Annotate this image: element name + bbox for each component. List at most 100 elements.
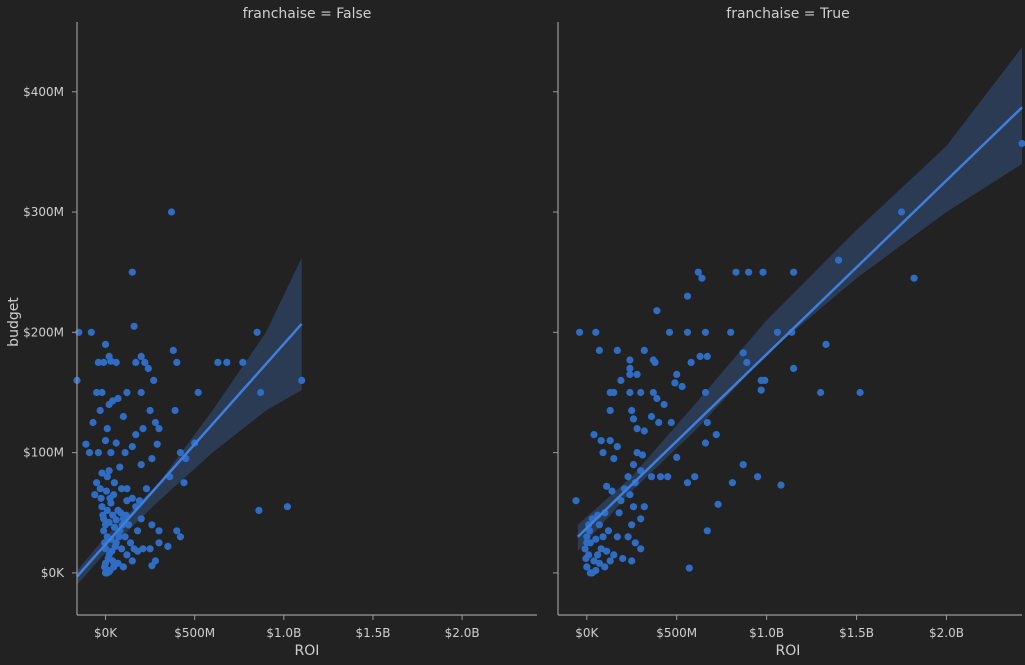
data-point xyxy=(703,352,711,360)
data-point xyxy=(105,467,113,475)
data-point xyxy=(856,388,864,397)
data-point xyxy=(637,467,645,475)
data-point xyxy=(606,557,614,565)
data-point xyxy=(626,364,634,372)
data-point xyxy=(583,533,591,541)
regression-line xyxy=(576,106,1023,538)
data-point xyxy=(897,208,906,216)
data-point xyxy=(144,364,152,372)
data-point xyxy=(126,539,135,547)
data-point xyxy=(155,539,163,547)
data-point xyxy=(671,379,679,387)
scatter-points xyxy=(73,208,306,577)
data-point xyxy=(696,352,704,360)
data-point xyxy=(595,346,604,354)
data-point xyxy=(655,418,663,427)
data-point xyxy=(110,491,118,499)
data-point xyxy=(606,406,614,415)
data-point xyxy=(176,533,184,541)
data-point xyxy=(743,358,751,366)
panel-title: franchaise = False xyxy=(243,6,372,22)
data-point xyxy=(619,554,627,563)
data-point xyxy=(628,406,636,415)
data-point xyxy=(626,388,634,397)
data-point xyxy=(116,463,124,471)
data-point xyxy=(223,358,231,366)
data-point xyxy=(167,208,176,216)
data-point xyxy=(638,451,647,459)
ci-band-area xyxy=(577,47,1022,552)
data-point xyxy=(117,509,125,517)
y-axis-title: budget xyxy=(6,297,22,347)
data-point xyxy=(685,564,693,572)
x-tick-label: $1.5B xyxy=(355,626,390,640)
data-point xyxy=(169,346,177,354)
data-point xyxy=(119,563,127,571)
data-point xyxy=(155,527,163,535)
data-point xyxy=(683,328,692,336)
data-point xyxy=(594,551,602,559)
data-point xyxy=(604,527,613,535)
data-point xyxy=(105,568,113,576)
data-point xyxy=(610,388,618,397)
data-point xyxy=(647,473,656,481)
data-point xyxy=(592,328,600,336)
data-point xyxy=(283,503,291,511)
data-point xyxy=(745,268,753,276)
data-point xyxy=(97,494,105,502)
data-point xyxy=(99,511,107,519)
data-point xyxy=(148,521,156,529)
data-point xyxy=(583,539,591,547)
data-point xyxy=(87,328,95,336)
data-point xyxy=(125,521,133,529)
data-point xyxy=(100,358,108,366)
data-point xyxy=(601,563,609,571)
data-point xyxy=(633,449,641,457)
data-point xyxy=(114,394,122,403)
data-point xyxy=(137,461,145,469)
data-point xyxy=(134,547,142,555)
data-point xyxy=(698,274,706,282)
data-point xyxy=(640,427,648,435)
data-point xyxy=(665,328,674,336)
data-point xyxy=(582,554,590,563)
x-tick-label: $0K xyxy=(94,626,118,640)
data-point xyxy=(595,521,604,529)
data-point xyxy=(101,521,110,529)
data-point xyxy=(101,340,110,348)
data-point xyxy=(132,358,140,366)
data-point xyxy=(603,547,611,555)
y-axis: $0K $100M $200M $300M $400M xyxy=(23,22,78,615)
data-point xyxy=(103,473,111,481)
panel-franchaise-true: franchaise = True $0K $500M $1.0B $1.5B $2.0… xyxy=(553,6,1025,659)
data-point xyxy=(173,358,181,366)
data-point xyxy=(82,440,90,448)
data-point xyxy=(139,425,147,433)
data-point xyxy=(101,437,110,445)
data-point xyxy=(790,268,798,276)
data-point xyxy=(173,527,181,535)
data-point xyxy=(123,551,131,559)
data-point xyxy=(93,388,101,397)
data-point xyxy=(107,449,115,457)
data-point xyxy=(835,256,843,264)
data-point xyxy=(624,533,632,541)
data-point xyxy=(590,431,598,439)
data-point xyxy=(599,449,607,457)
data-point xyxy=(754,473,762,481)
data-point xyxy=(714,500,722,508)
data-point xyxy=(134,527,142,535)
data-point xyxy=(637,545,645,553)
data-point xyxy=(739,461,747,469)
data-point xyxy=(588,569,596,577)
data-point xyxy=(633,370,641,378)
data-point xyxy=(773,328,782,336)
x-tick-label: $2.0B xyxy=(445,626,480,640)
data-point xyxy=(647,412,656,421)
data-point xyxy=(103,425,111,433)
data-point xyxy=(683,479,692,487)
data-point xyxy=(790,364,798,372)
data-point xyxy=(257,388,265,397)
data-point xyxy=(673,453,681,461)
data-point xyxy=(255,506,263,514)
